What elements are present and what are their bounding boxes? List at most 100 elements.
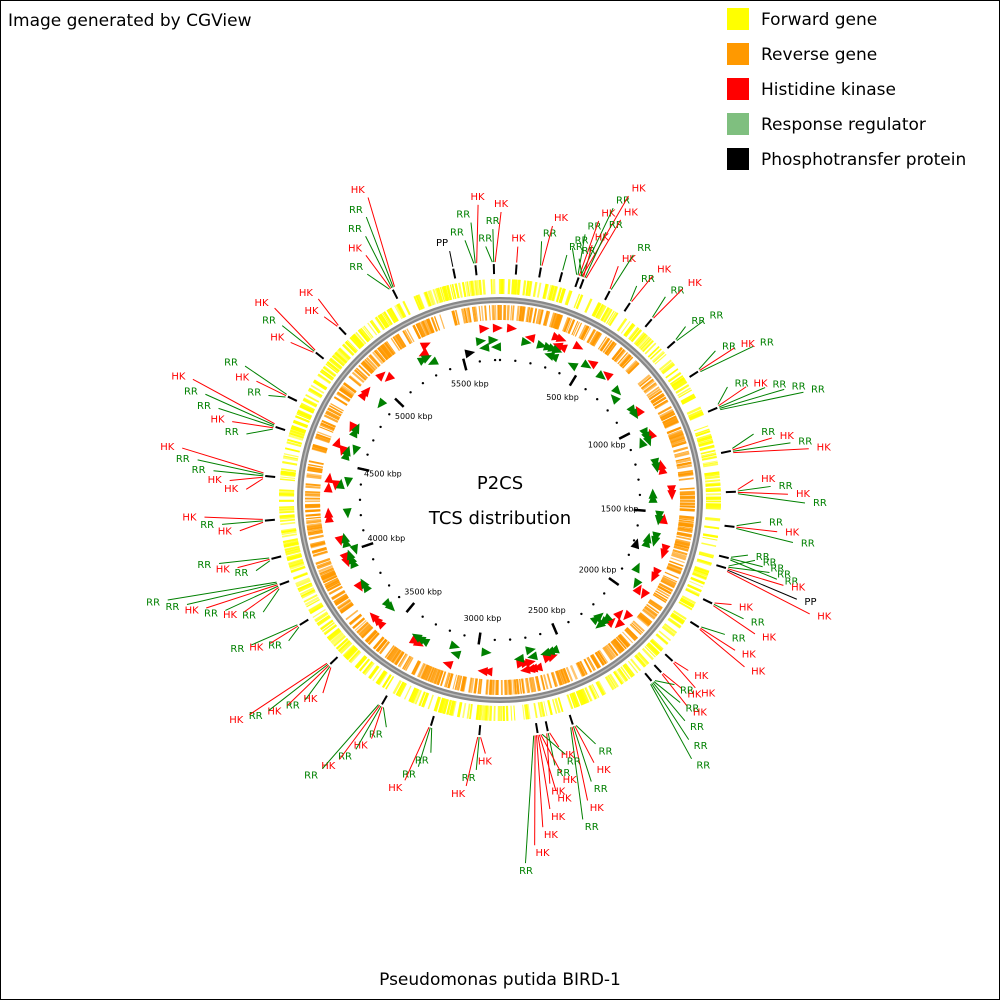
tick-label: 1500 kbp: [601, 504, 639, 513]
feature-label: RR: [709, 311, 723, 322]
reverse-gene: [569, 664, 578, 680]
reverse-gene: [305, 509, 321, 513]
feature-marker: [542, 654, 554, 664]
reverse-gene: [521, 678, 525, 694]
reverse-gene: [477, 678, 481, 694]
reverse-gene: [597, 336, 607, 350]
reverse-gene: [509, 679, 512, 695]
reverse-gene: [629, 623, 642, 636]
forward-gene: [305, 393, 320, 403]
reverse-gene: [311, 447, 327, 454]
reverse-gene: [391, 649, 402, 664]
reverse-gene: [654, 399, 669, 409]
forward-gene: [280, 476, 296, 480]
forward-gene: [627, 660, 639, 674]
feature-label: HK: [632, 184, 647, 195]
reverse-gene: [394, 334, 405, 349]
feature-marker: [628, 408, 639, 420]
forward-gene: [363, 661, 375, 676]
forward-gene: [700, 449, 716, 455]
minor-tick: [448, 367, 452, 371]
reverse-gene: [671, 551, 687, 559]
reverse-gene: [390, 337, 401, 352]
feature-label: RR: [176, 454, 190, 465]
forward-gene: [584, 298, 593, 313]
callout-line: [562, 254, 568, 271]
feature-marker: [334, 535, 344, 547]
callout-line: [268, 663, 329, 712]
forward-gene: [442, 698, 449, 715]
forward-gene: [296, 411, 312, 419]
feature-label: HK: [694, 671, 709, 682]
tcs-mark: [579, 278, 585, 289]
forward-gene: [412, 689, 421, 704]
reverse-gene: [657, 585, 672, 594]
reverse-gene: [354, 620, 367, 631]
forward-gene: [317, 373, 331, 385]
tick-label: 4500 kbp: [364, 469, 402, 478]
forward-gene: [680, 393, 695, 403]
forward-gene: [301, 590, 316, 599]
feature-marker: [375, 371, 386, 382]
reverse-gene: [653, 592, 668, 602]
forward-gene: [549, 285, 555, 301]
reverse-gene: [638, 613, 652, 625]
forward-gene: [702, 460, 718, 465]
forward-gene: [699, 446, 715, 452]
minor-tick: [359, 513, 363, 517]
feature-label: HK: [223, 610, 238, 621]
reverse-gene: [639, 376, 652, 387]
callout-line: [546, 733, 551, 784]
reverse-gene: [640, 378, 654, 390]
feature-marker: [418, 347, 430, 357]
callout-line: [584, 231, 607, 278]
tcs-mark: [702, 598, 713, 605]
reverse-gene: [319, 568, 335, 576]
forward-gene: [403, 685, 412, 700]
forward-gene: [601, 307, 612, 322]
minor-tick: [366, 453, 369, 456]
reverse-gene: [322, 574, 337, 582]
legend-label: Reverse gene: [761, 45, 877, 65]
reverse-gene: [392, 336, 402, 350]
callout-line: [736, 521, 762, 527]
minor-tick: [606, 409, 609, 412]
callout-line: [699, 629, 745, 668]
forward-gene: [687, 409, 703, 417]
reverse-gene: [375, 349, 386, 362]
reverse-gene: [518, 306, 523, 322]
forward-gene: [329, 357, 343, 369]
reverse-gene: [360, 625, 373, 638]
reverse-gene: [571, 320, 579, 336]
reverse-gene: [358, 623, 371, 636]
callout-line: [718, 386, 747, 407]
forward-gene: [397, 303, 407, 318]
callout-line: [339, 705, 381, 760]
reverse-gene: [470, 677, 475, 694]
reverse-gene: [652, 396, 667, 407]
reverse-gene: [679, 508, 695, 511]
reverse-gene: [330, 402, 344, 412]
reverse-gene: [456, 675, 462, 691]
minor-tick: [434, 623, 438, 626]
forward-gene: [591, 302, 601, 317]
forward-gene: [362, 661, 374, 674]
forward-gene: [645, 644, 658, 656]
reverse-gene: [521, 678, 526, 694]
forward-gene: [477, 704, 481, 721]
reverse-gene: [382, 343, 393, 357]
reverse-gene: [612, 639, 623, 653]
reverse-gene: [372, 351, 384, 365]
forward-gene: [595, 304, 605, 319]
reverse-gene: [532, 308, 538, 324]
tcs-mark: [720, 449, 732, 455]
forward-gene: [279, 515, 295, 520]
reverse-gene: [478, 678, 483, 695]
forward-gene: [680, 597, 695, 606]
reverse-gene: [652, 593, 667, 604]
forward-gene: [630, 658, 642, 672]
reverse-gene: [321, 572, 336, 580]
callout-line: [675, 326, 686, 340]
reverse-gene: [308, 460, 324, 465]
forward-gene: [349, 650, 362, 664]
